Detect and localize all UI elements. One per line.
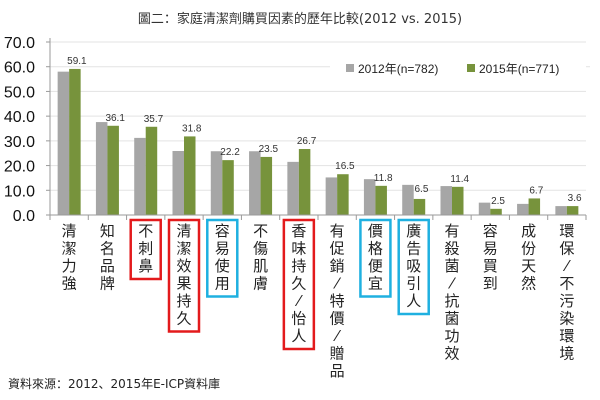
bar-2015 xyxy=(413,198,426,215)
bar-2012 xyxy=(440,186,452,215)
x-category-label: 有促銷⁄特價⁄贈品 xyxy=(330,222,345,380)
highlight-box xyxy=(282,218,316,351)
bar-2012 xyxy=(172,150,184,215)
bar-2015 xyxy=(298,149,311,215)
bar-2015 xyxy=(375,185,387,215)
data-labels: 59.1 36.1 35.7 31.8 22.2 23.5 26.7 16.5 11.8 6.5 1… xyxy=(67,56,582,207)
bar-2012 xyxy=(402,184,414,215)
x-category-label: 清潔力強 xyxy=(62,222,77,293)
bar-2015 xyxy=(69,68,81,215)
x-category-label: 容易買到 xyxy=(483,222,498,293)
x-category-label: 容易使用 xyxy=(215,222,230,293)
x-category-label: 不刺鼻 xyxy=(138,222,153,275)
bar-2015 xyxy=(452,186,464,215)
bar-2015 xyxy=(260,156,273,215)
bar-2015 xyxy=(566,206,579,215)
bar-2015 xyxy=(107,125,119,215)
bar-2015 xyxy=(222,160,234,215)
x-category-label: 廣告吸引人 xyxy=(406,222,421,310)
x-category-label: 清潔效果持久 xyxy=(176,222,191,328)
bar-2012 xyxy=(478,202,491,215)
x-category-label: 有殺菌⁄抗菌功效 xyxy=(444,222,459,363)
data-label: 11.8 xyxy=(374,173,393,184)
bar-2015 xyxy=(184,136,196,215)
data-label: 22.2 xyxy=(220,147,240,158)
legend-swatch-2012 xyxy=(346,64,354,72)
x-category-label: 環保⁄不污染環境 xyxy=(559,222,574,363)
data-label: 6.5 xyxy=(415,184,429,195)
bar-2015 xyxy=(145,126,158,215)
x-axis: 清潔力強 知名品牌 不刺鼻 清潔效果持久 容易使用 不傷肌膚 香味持久⁄怡人 有促銷⁄特價⁄贈… xyxy=(49,214,587,380)
y-tick-label: 40.0 xyxy=(4,109,35,126)
y-tick-label: 30.0 xyxy=(4,134,35,151)
x-category-label: 價格便宜 xyxy=(368,222,383,293)
bar-2015 xyxy=(490,208,502,215)
y-tick-label: 20.0 xyxy=(4,159,35,176)
y-tick-label: 50.0 xyxy=(4,84,35,101)
bar-2012 xyxy=(134,137,146,215)
data-label: 59.1 xyxy=(67,56,87,67)
bar-2012 xyxy=(95,122,108,215)
data-label: 23.5 xyxy=(259,144,279,155)
legend-label-2015: 2015年(n=771) xyxy=(479,62,559,76)
highlight-box xyxy=(167,218,201,333)
source-note: 資料來源：2012、2015年E-ICP資料庫 xyxy=(8,377,220,391)
y-tick-label: 10.0 xyxy=(4,183,35,200)
legend-label-2012: 2012年(n=782) xyxy=(358,62,438,76)
data-label: 26.7 xyxy=(297,136,317,147)
y-axis: 0.0 10.0 20.0 30.0 40.0 50.0 60.0 70.0 xyxy=(4,35,51,225)
bar-2012 xyxy=(325,177,338,215)
highlight-box xyxy=(397,218,430,316)
bar-2012 xyxy=(210,151,223,215)
highlight-box xyxy=(129,218,162,281)
bar-2015 xyxy=(528,198,541,215)
data-label: 3.6 xyxy=(568,193,582,204)
chart-title: 圖二：家庭清潔劑購買因素的歷年比較(2012 vs. 2015) xyxy=(138,11,462,27)
highlight-boxes xyxy=(129,218,430,351)
y-tick-label: 70.0 xyxy=(4,35,35,52)
data-label: 6.7 xyxy=(529,185,543,196)
bars xyxy=(57,68,579,216)
legend: 2012年(n=782) 2015年(n=771) xyxy=(346,62,559,76)
data-label: 36.1 xyxy=(105,113,125,124)
bar-2012 xyxy=(57,71,70,216)
bar-2012 xyxy=(517,203,529,215)
y-tick-label: 60.0 xyxy=(4,60,35,77)
x-category-label: 不傷肌膚 xyxy=(253,222,268,293)
x-category-label: 成份天然 xyxy=(521,222,536,293)
bar-2012 xyxy=(555,206,567,215)
highlight-box xyxy=(359,218,392,298)
bar-2012 xyxy=(363,179,376,215)
data-label: 16.5 xyxy=(335,161,355,172)
data-label: 31.8 xyxy=(182,123,202,134)
data-label: 2.5 xyxy=(491,196,505,207)
legend-swatch-2015 xyxy=(467,64,475,72)
bar-2015 xyxy=(337,174,349,215)
bar-2012 xyxy=(249,151,261,215)
y-tick-label: 0.0 xyxy=(13,208,35,225)
data-label: 35.7 xyxy=(144,114,164,125)
data-label: 11.4 xyxy=(450,174,469,185)
x-category-label: 香味持久⁄怡人 xyxy=(291,222,306,345)
x-category-label: 知名品牌 xyxy=(100,222,115,293)
bar-2012 xyxy=(287,161,299,215)
highlight-box xyxy=(206,218,239,298)
